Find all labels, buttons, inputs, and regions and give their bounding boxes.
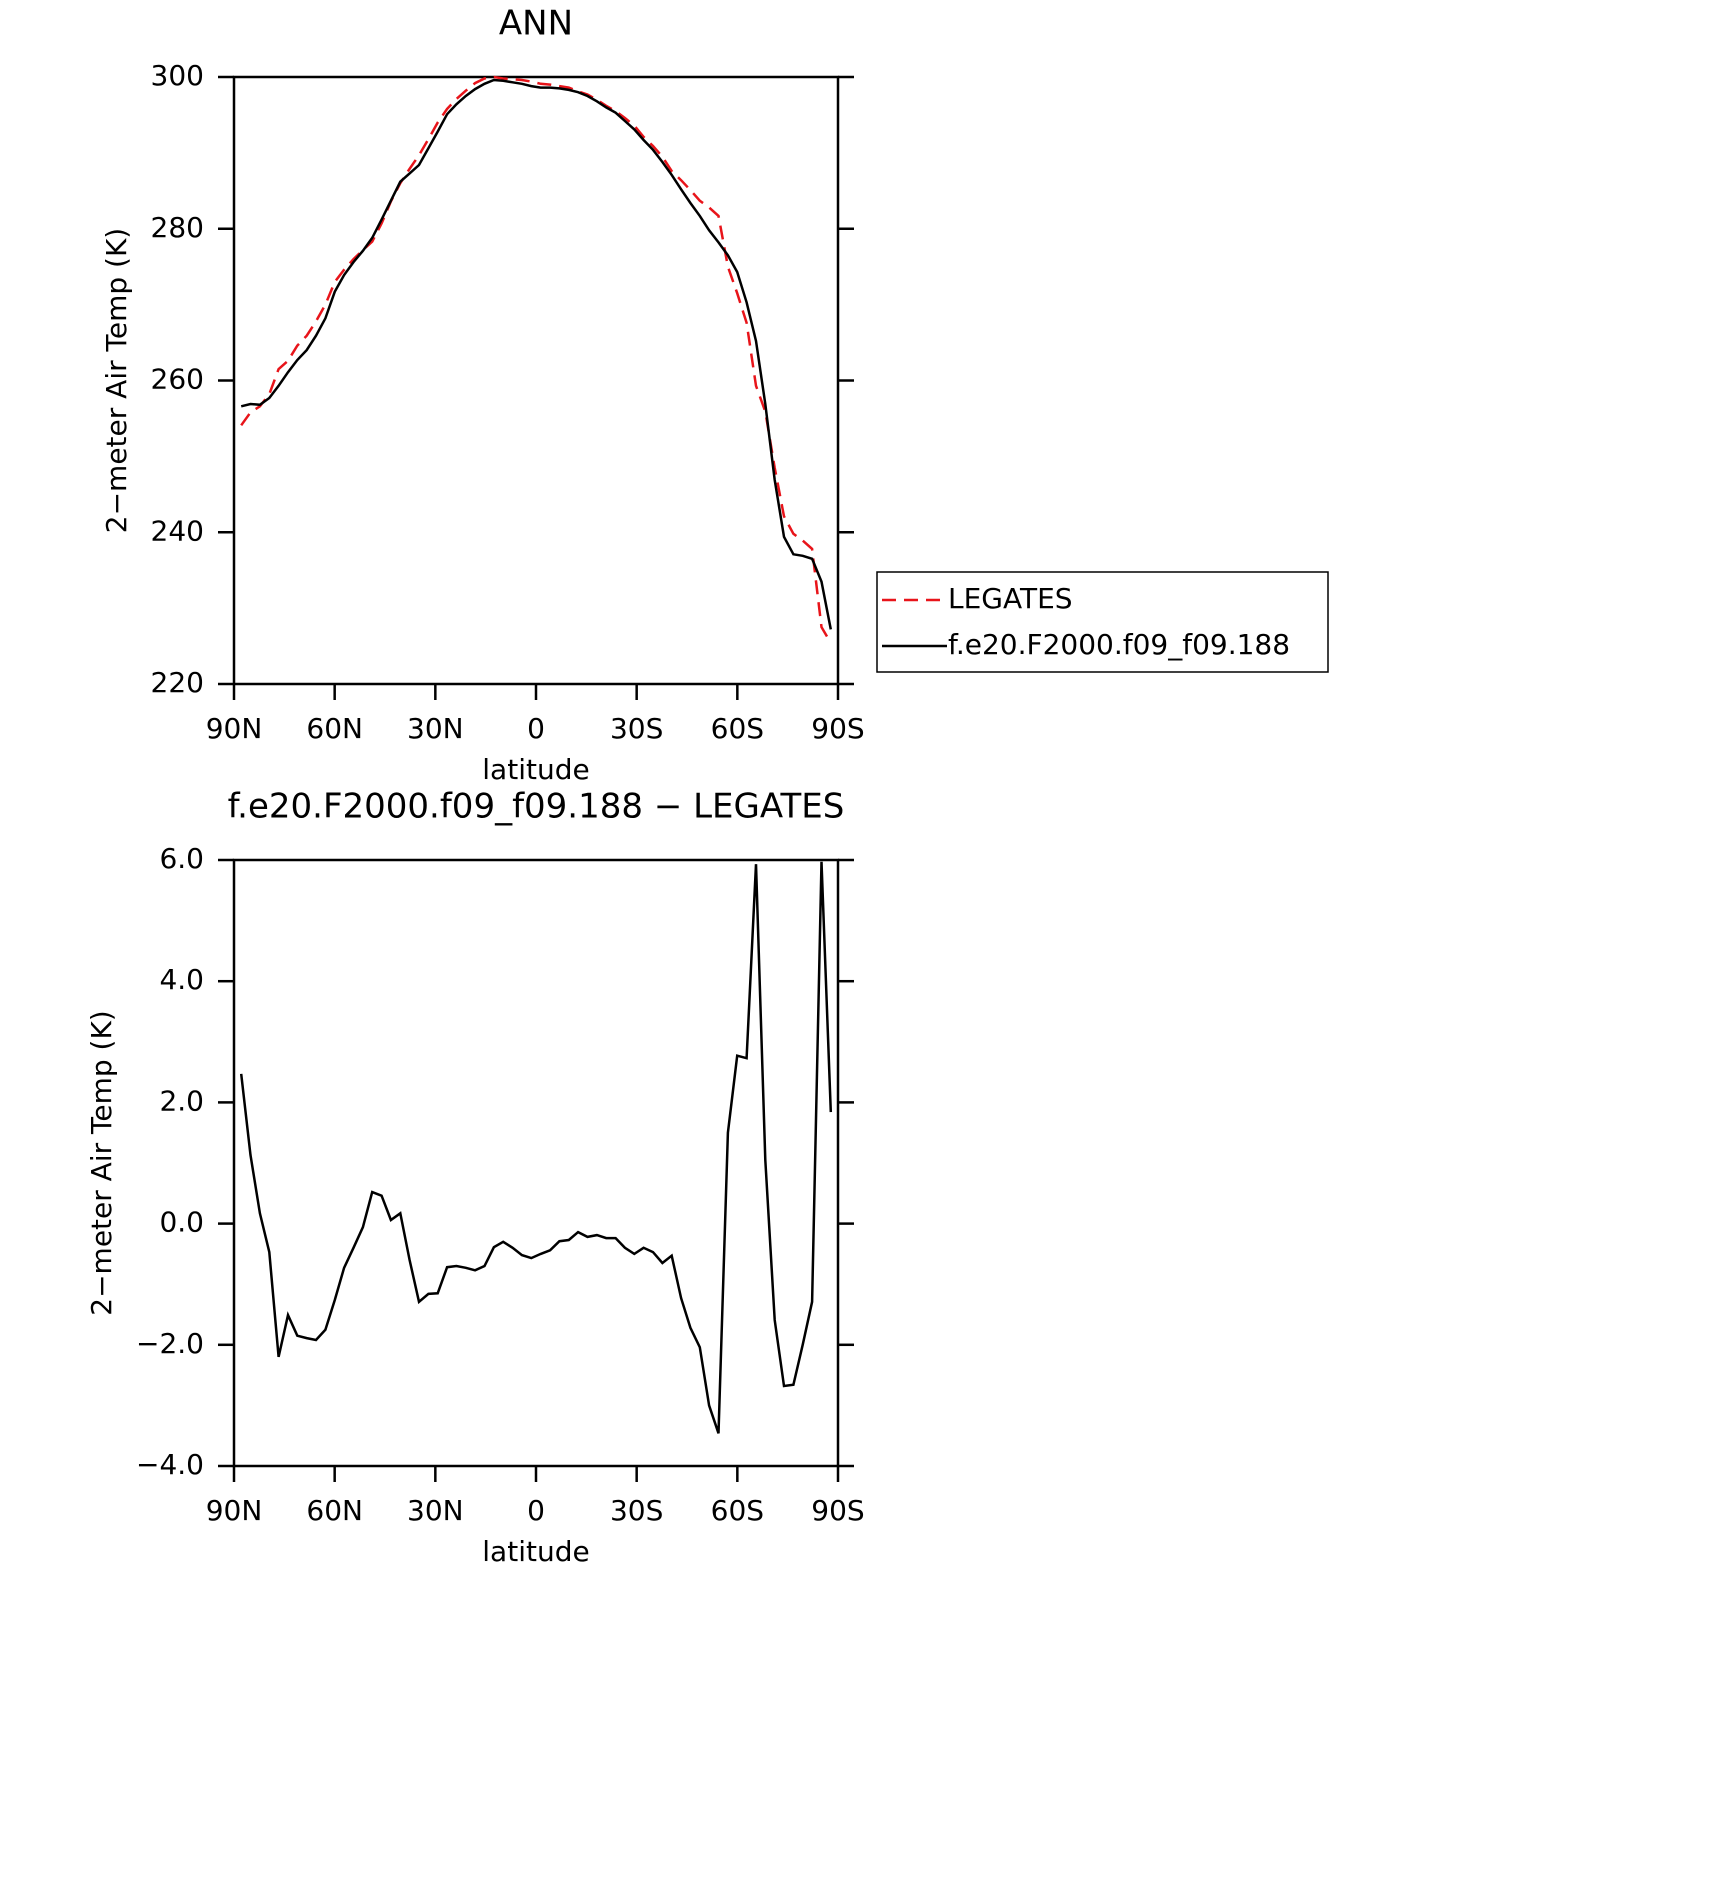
x-tick-label: 60S bbox=[711, 1494, 764, 1527]
x-tick-label: 30S bbox=[610, 712, 663, 745]
y-tick-label: 0.0 bbox=[159, 1206, 204, 1239]
x-tick-label: 90S bbox=[811, 712, 864, 745]
x-tick-label: 0 bbox=[527, 1494, 545, 1527]
y-tick-label: 260 bbox=[151, 363, 204, 396]
data-line bbox=[240, 78, 833, 630]
y-tick-label: −4.0 bbox=[136, 1448, 204, 1481]
x-axis-label: latitude bbox=[482, 1535, 589, 1568]
y-tick-label: 240 bbox=[151, 514, 204, 547]
x-tick-label: 90N bbox=[206, 712, 263, 745]
x-tick-label: 30S bbox=[610, 1494, 663, 1527]
y-tick-label: 280 bbox=[151, 211, 204, 244]
plot-frame bbox=[232, 75, 840, 686]
chart-title: f.e20.F2000.f09_f09.188 − LEGATES bbox=[228, 787, 845, 827]
plot-frame bbox=[232, 858, 840, 1468]
x-tick-label: 60N bbox=[306, 1494, 363, 1527]
x-tick-label: 60N bbox=[306, 712, 363, 745]
x-tick-label: 60S bbox=[711, 712, 764, 745]
data-line bbox=[240, 75, 832, 644]
x-tick-label: 90S bbox=[811, 1494, 864, 1527]
y-axis-label: 2−meter Air Temp (K) bbox=[85, 1010, 118, 1315]
y-tick-label: 300 bbox=[151, 59, 204, 92]
legend-label: f.e20.F2000.f09_f09.188 bbox=[948, 628, 1290, 661]
x-axis-label: latitude bbox=[482, 753, 589, 786]
chart-title: ANN bbox=[499, 4, 573, 44]
legend-frame bbox=[876, 571, 1329, 673]
y-tick-label: 6.0 bbox=[159, 842, 204, 875]
x-tick-label: 30N bbox=[407, 1494, 464, 1527]
y-tick-label: 2.0 bbox=[159, 1084, 204, 1117]
x-tick-label: 90N bbox=[206, 1494, 263, 1527]
x-tick-label: 0 bbox=[527, 712, 545, 745]
y-axis-label: 2−meter Air Temp (K) bbox=[100, 228, 133, 533]
y-tick-label: −2.0 bbox=[136, 1327, 204, 1360]
y-tick-label: 4.0 bbox=[159, 963, 204, 996]
x-tick-label: 30N bbox=[407, 712, 464, 745]
legend-label: LEGATES bbox=[948, 582, 1073, 615]
data-line bbox=[239, 861, 833, 1434]
y-tick-label: 220 bbox=[151, 666, 204, 699]
